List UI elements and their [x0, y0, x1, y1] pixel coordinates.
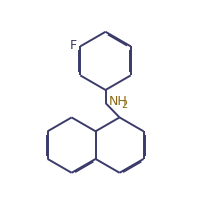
Text: NH: NH	[109, 95, 127, 109]
Text: 2: 2	[121, 100, 127, 110]
Text: F: F	[70, 39, 77, 52]
